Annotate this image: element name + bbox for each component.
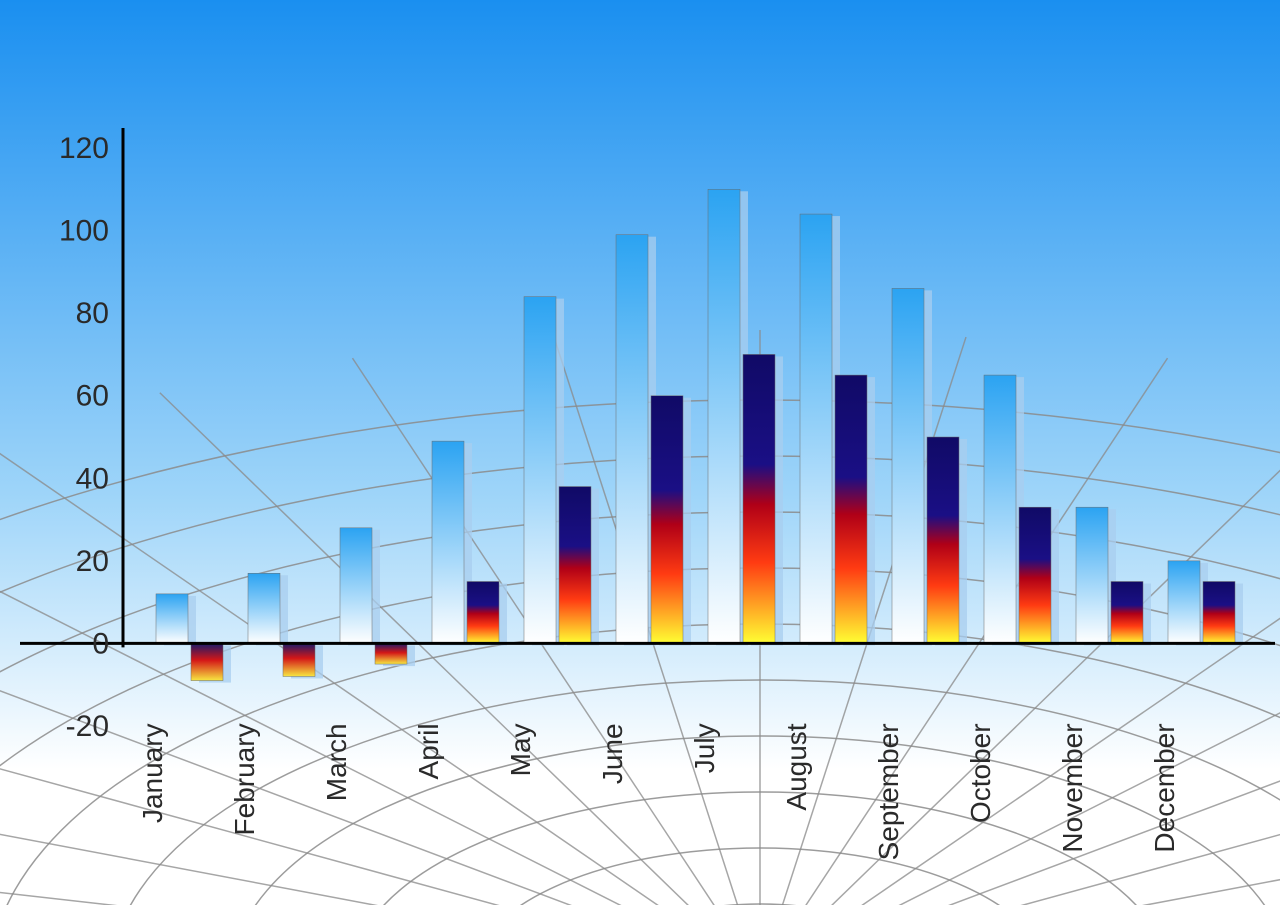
x-tick-label: September (873, 723, 904, 860)
secondary-bar (651, 396, 683, 644)
primary-bar (340, 528, 372, 644)
primary-bar (524, 297, 556, 644)
y-tick-label: 20 (76, 545, 109, 578)
y-tick-label: 60 (76, 380, 109, 413)
y-tick-label: 80 (76, 297, 109, 330)
x-tick-label: April (413, 723, 444, 779)
x-tick-label: August (781, 723, 812, 810)
y-tick-label: 100 (59, 215, 109, 248)
secondary-bar (283, 643, 315, 676)
x-tick-label: June (597, 723, 628, 784)
primary-bar (432, 441, 464, 643)
primary-bar (800, 214, 832, 643)
x-tick-label: January (137, 723, 168, 823)
primary-bar (892, 288, 924, 643)
x-tick-label: November (1057, 723, 1088, 852)
secondary-bar (191, 643, 223, 680)
secondary-bar (743, 354, 775, 643)
x-tick-label: October (965, 723, 996, 823)
primary-bar (1076, 507, 1108, 643)
primary-bar (708, 189, 740, 643)
secondary-bar (559, 487, 591, 644)
primary-bar (984, 375, 1016, 643)
primary-bar (156, 594, 188, 644)
secondary-bar (835, 375, 867, 643)
x-tick-label: December (1149, 723, 1180, 852)
secondary-bar (927, 437, 959, 643)
secondary-bar (1111, 582, 1143, 644)
y-tick-label: 40 (76, 462, 109, 495)
secondary-bar (467, 582, 499, 644)
y-tick-label: 0 (92, 627, 109, 660)
monthly-bar-chart: -20 0 20 40 60 80 100 120 January February March A… (0, 0, 1280, 905)
y-tick-label: 120 (59, 132, 109, 165)
secondary-bar (1203, 582, 1235, 644)
primary-bar (248, 573, 280, 643)
primary-bar (1168, 561, 1200, 644)
primary-bar (616, 235, 648, 644)
chart-stage: -20 0 20 40 60 80 100 120 January February March A… (0, 0, 1280, 905)
secondary-bar (1019, 507, 1051, 643)
x-tick-label: May (505, 723, 536, 776)
y-tick-label: -20 (66, 710, 109, 743)
x-tick-label: July (689, 723, 720, 773)
secondary-bar (375, 643, 407, 664)
x-tick-label: March (321, 723, 352, 801)
x-tick-label: February (229, 723, 260, 835)
